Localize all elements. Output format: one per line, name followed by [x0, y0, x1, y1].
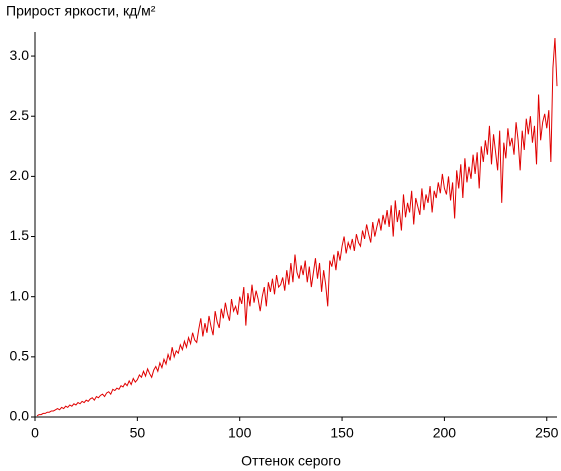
x-tick-label: 150 — [330, 425, 354, 441]
x-tick-label: 100 — [228, 425, 252, 441]
y-tick-label: 2.5 — [10, 107, 30, 123]
x-tick-label: 0 — [31, 425, 39, 441]
y-tick-label: 2.0 — [10, 167, 30, 183]
x-tick-label: 50 — [130, 425, 146, 441]
x-tick-label: 200 — [433, 425, 457, 441]
y-tick-label: 0.0 — [10, 408, 30, 424]
data-line — [36, 37, 558, 417]
y-tick-label: 0.5 — [10, 348, 30, 364]
x-axis-label: Оттенок серого — [241, 453, 341, 469]
y-tick-label: 3.0 — [10, 47, 30, 63]
y-tick-label: 1.5 — [10, 227, 30, 243]
y-tick-label: 1.0 — [10, 287, 30, 303]
x-tick-label: 250 — [535, 425, 559, 441]
chart-title: Прирост яркости, кд/м² — [6, 3, 156, 19]
